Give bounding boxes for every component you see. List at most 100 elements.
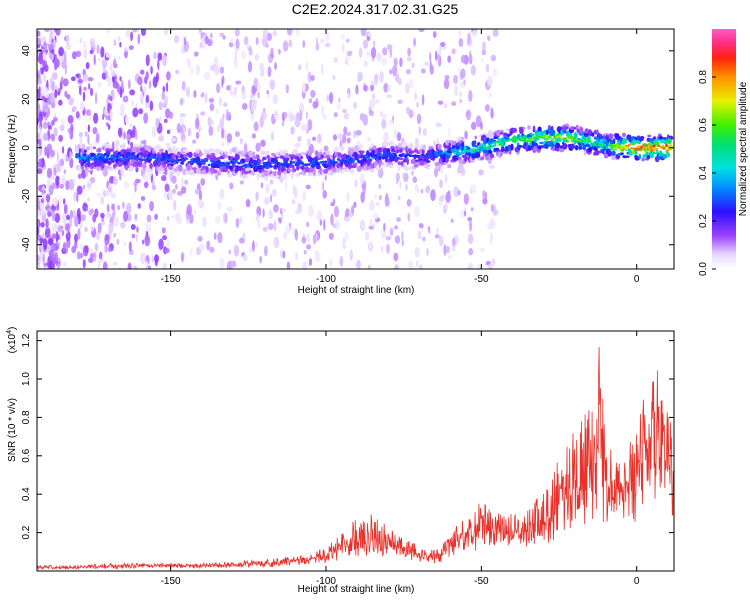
spectrogram-cell xyxy=(111,211,116,219)
spectrogram-cell xyxy=(341,154,347,161)
spectrogram-cell xyxy=(226,133,233,143)
spectrogram-cell xyxy=(176,191,183,196)
spectrogram-cell xyxy=(313,168,316,176)
spectrogram-cell xyxy=(364,231,370,241)
spectrogram-cell xyxy=(48,37,52,46)
spectrogram-cell xyxy=(458,151,462,155)
spectrogram-cell xyxy=(515,138,519,141)
spectrogram-cell xyxy=(482,190,486,200)
spectrogram-cell xyxy=(210,149,215,154)
spectrogram-cell xyxy=(331,167,337,173)
spectrogram-cell xyxy=(43,64,49,73)
spectrogram-cell xyxy=(411,170,414,176)
spectrogram-cell xyxy=(486,75,493,86)
spectrogram-cell xyxy=(46,143,53,154)
spectrogram-cell xyxy=(175,184,178,190)
spectrogram-cell xyxy=(204,71,211,81)
spectrogram-cell xyxy=(499,132,504,135)
spectrogram-cell xyxy=(438,235,444,247)
spectrogram-cell xyxy=(664,144,669,147)
spectrogram-cell xyxy=(366,51,371,58)
spectrogram-cell xyxy=(383,82,389,93)
spectrogram-cell xyxy=(562,142,568,150)
spectrogram-cell xyxy=(161,227,166,234)
spectrogram-cell xyxy=(333,205,339,218)
spectrogram-cell xyxy=(403,154,408,158)
spectrogram-cell xyxy=(165,157,169,161)
spectrogram-cell xyxy=(145,54,150,67)
spectrogram-cell xyxy=(467,32,471,45)
spectrogram-cell xyxy=(245,174,249,178)
spectrogram-cell xyxy=(438,44,442,56)
spectrogram-cell xyxy=(262,156,267,161)
spectrogram-cell xyxy=(473,148,477,152)
spectrogram-cell xyxy=(209,103,215,111)
spectrogram-cell xyxy=(498,143,502,146)
spectrogram-cell xyxy=(326,94,329,102)
spectrogram-cell xyxy=(219,188,225,200)
spectrogram-cell xyxy=(308,98,313,104)
spectrogram-cell xyxy=(133,265,138,269)
spectrogram-cell xyxy=(299,110,303,122)
spectrogram-cell xyxy=(119,172,122,181)
spectrogram-cell xyxy=(56,242,61,247)
spectrogram-cell xyxy=(250,112,255,122)
colorbar-tick-label: 0.8 xyxy=(698,70,709,84)
spectrogram-cell xyxy=(266,154,270,159)
spectrogram-cell xyxy=(128,241,132,252)
spectrogram-cell xyxy=(105,242,108,253)
spectrogram-cell xyxy=(608,133,614,140)
spectrogram-cell xyxy=(585,139,589,143)
spectrogram-cell xyxy=(72,106,78,111)
spectrogram-cell xyxy=(363,84,369,92)
spectrogram-cell xyxy=(235,217,240,228)
spectrogram-cell xyxy=(370,47,377,59)
spectrogram-cell xyxy=(52,258,57,265)
spectrogram-cell xyxy=(169,148,174,153)
spectrogram-cell xyxy=(428,155,432,158)
spectrogram-cell xyxy=(522,126,526,130)
spectrogram-cell xyxy=(490,107,494,119)
spectrogram-cell xyxy=(316,163,321,166)
spectrogram-cell xyxy=(346,191,350,202)
spectrogram-cell xyxy=(109,108,113,120)
spectrogram-cell xyxy=(265,183,270,194)
spectrogram-cell xyxy=(262,208,265,218)
spectrogram-cell xyxy=(232,159,236,163)
spectrogram-cell xyxy=(341,159,345,162)
spectrogram-cell xyxy=(123,158,127,162)
spectrogram-cell xyxy=(408,78,414,89)
spectrogram-cell xyxy=(135,166,139,173)
spectrogram-cell xyxy=(381,154,385,158)
spectrogram-cell xyxy=(321,104,324,116)
spectrogram-cell xyxy=(207,116,212,127)
spectrogram-cell xyxy=(385,235,392,241)
spectrogram-cell xyxy=(343,112,350,120)
spectrogram-cell xyxy=(558,135,562,138)
spectrogram-cell xyxy=(208,125,214,137)
spectrogram-cell xyxy=(222,113,225,120)
spectrogram-cell xyxy=(42,238,48,250)
spectrogram-cell xyxy=(192,159,196,163)
spectrogram-cell xyxy=(453,74,459,84)
spectrogram-cell xyxy=(573,126,577,130)
spectrogram-cell xyxy=(255,37,259,45)
spectrogram-cell xyxy=(165,239,170,248)
spectrogram-cell xyxy=(105,156,109,160)
spectrogram-cell xyxy=(458,91,463,97)
spectrogram-cell xyxy=(487,223,493,230)
spectrogram-cell xyxy=(399,181,402,189)
spectrogram-cell xyxy=(346,159,350,162)
spectrogram-cell xyxy=(575,133,578,138)
spectrogram-cell xyxy=(605,146,609,149)
spectrogram-cell xyxy=(47,125,52,130)
spectrogram-cell xyxy=(200,37,206,50)
spectrogram-cell xyxy=(505,139,510,143)
spectrogram-cell xyxy=(453,148,460,153)
spectrogram-cell xyxy=(237,161,241,165)
spectrogram-cell xyxy=(339,170,345,174)
spectrogram-cell xyxy=(275,158,278,165)
spectrogram-cell xyxy=(37,77,42,85)
spectrogram-cell xyxy=(123,180,130,189)
spectrogram-cell xyxy=(158,101,164,111)
